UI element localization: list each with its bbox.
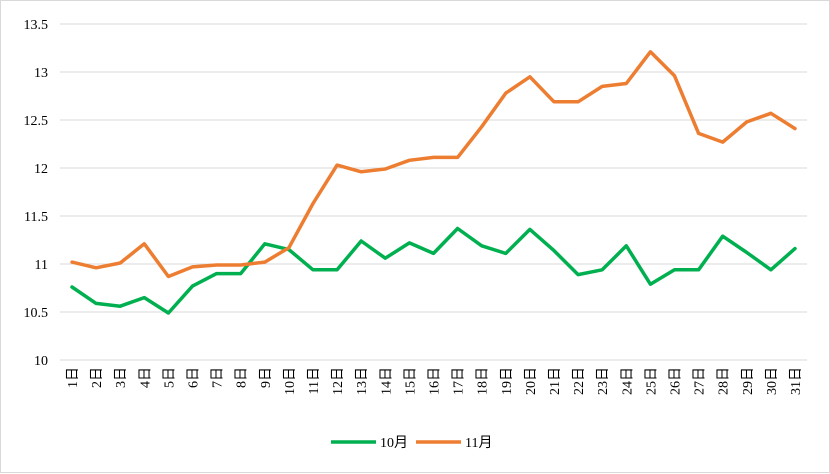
x-tick-label: 9日	[259, 367, 274, 388]
x-tick-label: 17日	[452, 367, 467, 395]
x-tick-label: 11日	[307, 367, 322, 394]
y-tick-label: 12.5	[24, 114, 49, 129]
y-tick-label: 11	[35, 258, 48, 273]
legend-label: 11月	[465, 435, 492, 451]
x-tick-label: 25日	[644, 367, 659, 395]
x-tick-label: 28日	[717, 367, 732, 395]
x-tick-label: 16日	[428, 367, 443, 395]
x-tick-label: 2日	[90, 367, 105, 388]
x-tick-label: 29日	[741, 367, 756, 395]
x-tick-label: 24日	[620, 367, 635, 395]
y-tick-label: 13.5	[24, 18, 49, 33]
x-tick-label: 21日	[548, 367, 563, 395]
x-tick-label: 26日	[668, 367, 683, 395]
x-tick-label: 27日	[693, 367, 708, 395]
x-tick-label: 4日	[138, 367, 153, 388]
x-tick-label: 22日	[572, 367, 587, 395]
y-tick-label: 10.5	[24, 306, 49, 321]
x-tick-label: 30日	[765, 367, 780, 395]
x-tick-label: 7日	[211, 367, 226, 388]
x-tick-label: 23日	[596, 367, 611, 395]
x-tick-label: 1日	[66, 367, 81, 388]
x-tick-label: 12日	[331, 367, 346, 395]
x-tick-label: 18日	[476, 367, 491, 395]
x-tick-label: 8日	[235, 367, 250, 388]
y-tick-label: 12	[34, 162, 48, 177]
x-tick-label: 3日	[114, 367, 129, 388]
x-tick-label: 31日	[789, 367, 804, 395]
x-tick-label: 10日	[283, 367, 298, 395]
y-tick-label: 10	[34, 354, 48, 369]
x-tick-label: 13日	[355, 367, 370, 395]
x-tick-label: 5日	[162, 367, 177, 388]
x-tick-label: 14日	[379, 367, 394, 395]
legend-label: 10月	[380, 435, 408, 451]
y-tick-label: 11.5	[24, 210, 48, 225]
x-tick-label: 19日	[500, 367, 515, 395]
x-tick-label: 15日	[403, 367, 418, 395]
series-line-2	[72, 52, 795, 277]
y-tick-label: 13	[34, 66, 48, 81]
x-tick-label: 20日	[524, 367, 539, 395]
x-tick-label: 6日	[187, 367, 202, 388]
